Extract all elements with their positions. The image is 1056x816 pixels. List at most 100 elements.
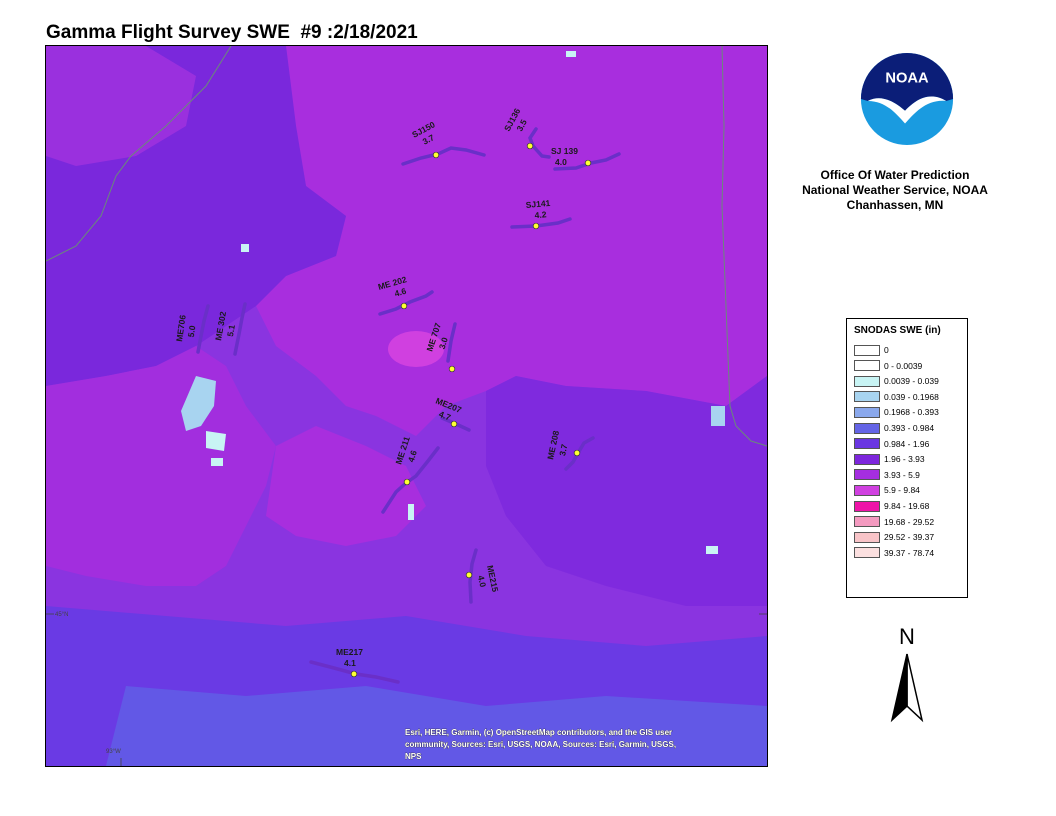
state-boundary-east — [721, 46, 767, 447]
label-sj139: SJ 139 4.0 — [551, 146, 578, 167]
legend-label: 1.96 - 3.93 — [884, 454, 925, 465]
sample-point-sj136 — [526, 142, 534, 150]
legend-swatch — [854, 344, 880, 356]
sample-point-me217 — [350, 670, 358, 678]
legend-swatch — [854, 391, 880, 403]
legend-item: 0.393 - 0.984 — [854, 421, 934, 435]
low-swe-patch-7 — [706, 546, 718, 554]
legend-label: 19.68 - 29.52 — [884, 516, 935, 527]
sample-point-sj150 — [432, 151, 440, 159]
svg-text:5.0: 5.0 — [186, 325, 198, 338]
label-sj141: SJ141 4.2 — [525, 198, 551, 220]
svg-text:3.7: 3.7 — [557, 443, 569, 457]
legend-item: 39.37 - 78.74 — [854, 546, 934, 560]
svg-text:4.0: 4.0 — [476, 574, 488, 588]
legend-item: 29.52 - 39.37 — [854, 530, 934, 544]
label-me706: ME706 5.0 — [174, 314, 198, 342]
legend-item: 0.039 - 0.1968 — [854, 390, 939, 404]
flight-line-me302 — [233, 302, 247, 356]
logo-text: NOAA — [885, 70, 929, 86]
label-me217: ME217 4.1 — [336, 647, 363, 668]
sample-point-me202 — [400, 302, 408, 310]
legend-label: 0 - 0.0039 — [884, 360, 923, 371]
legend-label: 29.52 - 39.37 — [884, 532, 935, 543]
sample-point-me207 — [450, 420, 458, 428]
label-me215: ME215 4.0 — [476, 564, 501, 593]
svg-text:4.7: 4.7 — [438, 409, 453, 423]
noaa-logo: NOAA — [858, 50, 956, 148]
legend-label: 3.93 - 5.9 — [884, 469, 920, 480]
legend-swatch — [854, 516, 880, 528]
page-title: Gamma Flight Survey SWE #9 :2/18/2021 — [46, 22, 418, 43]
office-line-1: Office Of Water Prediction — [820, 168, 970, 182]
legend-swatch — [854, 531, 880, 543]
svg-text:SJ141: SJ141 — [525, 198, 551, 210]
flight-line-sj150 — [401, 146, 486, 166]
legend-swatch — [854, 360, 880, 372]
svg-text:ME706: ME706 — [174, 314, 188, 342]
legend-item: 0 — [854, 343, 889, 357]
legend-item: 3.93 - 5.9 — [854, 468, 920, 482]
low-swe-patch-8 — [241, 244, 249, 252]
swe-zone-southeast-lightblue — [106, 686, 767, 766]
swe-zone-central-band — [266, 426, 426, 546]
sample-point-me215 — [465, 571, 473, 579]
office-line-3: Chanhassen, MN — [846, 198, 944, 212]
label-me302: ME 302 5.1 — [213, 310, 237, 341]
sample-point-me211 — [403, 478, 411, 486]
low-swe-patch-3 — [211, 458, 223, 466]
swe-zone-west-magenta — [46, 346, 276, 586]
legend-label: 39.37 - 78.74 — [884, 547, 935, 558]
swe-zone-upper-magenta — [256, 46, 767, 436]
legend: SNODAS SWE (in) 0 0 - 0.0039 0.0039 - 0.03… — [846, 318, 968, 598]
flight-line-me707 — [446, 322, 457, 363]
map-frame[interactable]: 45°N 93°W — [45, 45, 768, 767]
legend-item: 0.984 - 1.96 — [854, 437, 929, 451]
svg-text:Esri, HERE, Garmin, (c) OpenSt: Esri, HERE, Garmin, (c) OpenStreetMap co… — [405, 728, 672, 737]
legend-label: 0 — [884, 345, 889, 355]
svg-text:4.0: 4.0 — [555, 157, 567, 167]
legend-label: 0.0039 - 0.039 — [884, 376, 939, 387]
sample-point-me707 — [448, 365, 456, 373]
flight-line-me706 — [196, 304, 210, 354]
low-swe-patch-1 — [181, 376, 216, 431]
legend-swatch — [854, 406, 880, 418]
office-block: Office Of Water Prediction National Weat… — [790, 168, 1000, 213]
north-arrow-icon: N — [890, 624, 924, 723]
svg-text:3.0: 3.0 — [437, 336, 450, 351]
legend-label: 0.393 - 0.984 — [884, 423, 935, 433]
legend-item: 0.1968 - 0.393 — [854, 405, 939, 419]
flight-line-sj141 — [510, 217, 572, 229]
legend-label: 0.039 - 0.1968 — [884, 391, 939, 402]
low-swe-patch-2 — [206, 431, 226, 451]
sample-points — [350, 142, 592, 678]
svg-text:4.6: 4.6 — [406, 449, 419, 464]
legend-swatch — [854, 469, 880, 481]
legend-title: SNODAS SWE (in) — [854, 325, 941, 336]
office-line-2: National Weather Service, NOAA — [802, 183, 988, 197]
lon-label: 93°W — [106, 749, 121, 755]
swe-hotspot — [388, 331, 444, 367]
lat-label: 45°N — [55, 612, 68, 618]
svg-text:SJ 139: SJ 139 — [551, 146, 578, 156]
state-boundary-west — [46, 46, 232, 262]
legend-item: 0.0039 - 0.039 — [854, 374, 939, 388]
svg-text:5.1: 5.1 — [225, 324, 237, 338]
svg-text:4.6: 4.6 — [393, 286, 407, 299]
snodas-map[interactable]: 45°N 93°W — [46, 46, 767, 766]
low-swe-patch-6 — [711, 406, 725, 426]
legend-swatch — [854, 547, 880, 559]
legend-label: 0.1968 - 0.393 — [884, 407, 939, 418]
flight-line-me211 — [381, 446, 440, 514]
legend-item: 5.9 - 9.84 — [854, 483, 920, 497]
svg-text:4.1: 4.1 — [344, 658, 356, 668]
low-swe-patch-5 — [566, 51, 576, 57]
flight-line-me202 — [378, 290, 434, 316]
sample-point-me208 — [573, 449, 581, 457]
legend-item: 9.84 - 19.68 — [854, 499, 929, 513]
north-label: N — [899, 624, 915, 649]
legend-swatch — [854, 453, 880, 465]
svg-text:NPS: NPS — [405, 752, 422, 761]
legend-swatch — [854, 422, 880, 434]
svg-text:community, Sources: Esri, USGS: community, Sources: Esri, USGS, NOAA, So… — [405, 740, 676, 749]
